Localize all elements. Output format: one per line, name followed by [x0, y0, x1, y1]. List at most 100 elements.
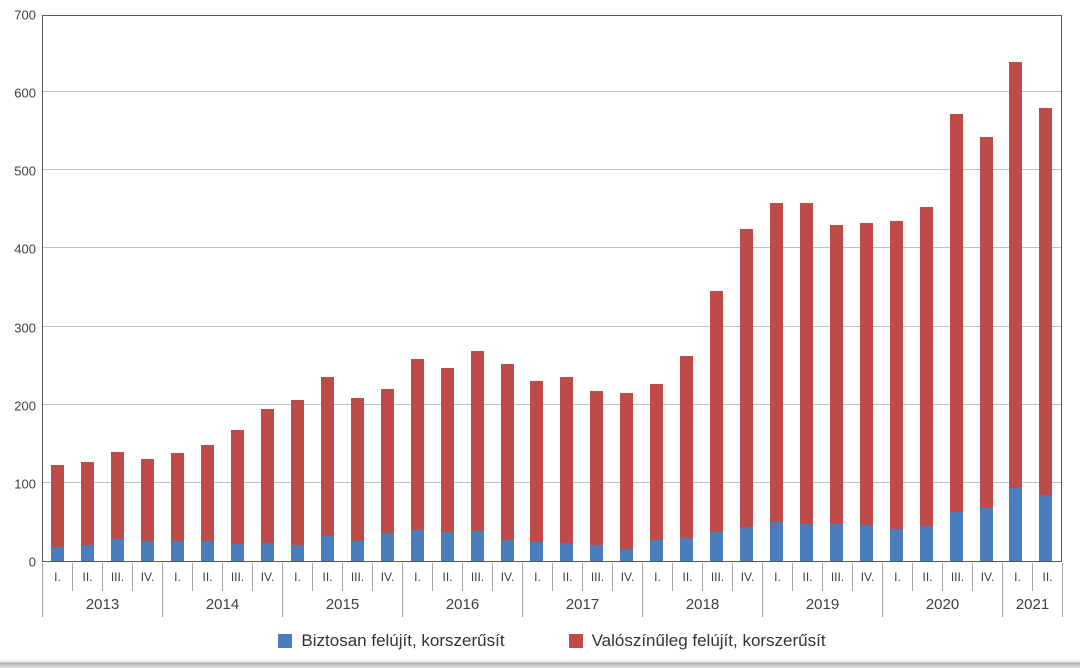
bar-segment-certain [799, 524, 813, 561]
x-quarter-label: III. [583, 563, 613, 591]
x-quarter-label: II. [793, 563, 823, 591]
bar-2015 II. [312, 16, 342, 561]
bar-segment-probable [81, 461, 95, 545]
x-quarter-label: IV. [133, 563, 163, 591]
bar-segment-probable [290, 400, 304, 545]
bar-segment-probable [231, 429, 245, 544]
x-axis-year-row: 2013 2014 2015 2016 2017 2018 2019 2020 2021 [42, 591, 1063, 617]
x-year-label: 2017 [523, 591, 643, 617]
bar-stack [470, 350, 484, 561]
bar-segment-probable [171, 453, 185, 541]
bar-stack [500, 364, 514, 561]
bar-segment-certain [500, 539, 514, 561]
bar-2014 I. [163, 16, 193, 561]
bar-segment-certain [141, 541, 155, 561]
bar-2017 IV. [612, 16, 642, 561]
bar-stack [889, 221, 903, 561]
x-quarter-label: IV. [733, 563, 763, 591]
x-year-label: 2016 [403, 591, 523, 617]
bar-stack [290, 400, 304, 561]
bar-segment-certain [81, 544, 95, 561]
bar-segment-probable [470, 350, 484, 532]
bar-stack [590, 390, 604, 561]
bar-stack [859, 222, 873, 561]
bar-segment-probable [949, 114, 963, 512]
bar-segment-certain [680, 537, 694, 561]
bar-stack [350, 397, 364, 561]
bar-segment-certain [889, 528, 903, 561]
bar-segment-certain [530, 542, 544, 561]
y-tick-label: 0 [28, 554, 36, 570]
x-quarter-label: I. [43, 563, 73, 591]
x-quarter-label: IV. [853, 563, 883, 591]
x-quarter-label: I. [643, 563, 673, 591]
bar-stack [769, 203, 783, 561]
x-year-label: 2021 [1003, 591, 1063, 617]
bar-stack [231, 429, 245, 561]
bar-2019 IV. [851, 16, 881, 561]
x-quarter-label: II. [193, 563, 223, 591]
x-quarter-label: III. [223, 563, 253, 591]
bar-segment-certain [350, 540, 364, 561]
bar-2020 III. [941, 16, 971, 561]
bar-2016 III. [462, 16, 492, 561]
y-tick-label: 600 [14, 85, 36, 101]
x-year-label: 2015 [283, 591, 403, 617]
bar-2020 IV. [971, 16, 1001, 561]
bar-segment-certain [470, 531, 484, 561]
bar-stack [171, 453, 185, 561]
bar-segment-certain [590, 545, 604, 561]
bar-segment-certain [111, 539, 125, 561]
x-quarter-label: III. [463, 563, 493, 591]
bar-segment-certain [829, 523, 843, 561]
bar-segment-probable [799, 203, 813, 525]
bar-2015 IV. [372, 16, 402, 561]
bar-2014 III. [223, 16, 253, 561]
bar-2020 I. [881, 16, 911, 561]
y-tick-label: 200 [14, 398, 36, 414]
bar-2021 II. [1031, 16, 1061, 561]
bar-segment-certain [979, 507, 993, 561]
bar-stack [261, 409, 275, 561]
bar-segment-probable [350, 397, 364, 541]
x-quarter-label: III. [343, 563, 373, 591]
bar-segment-probable [590, 390, 604, 546]
bar-segment-probable [919, 207, 933, 526]
bar-2013 III. [103, 16, 133, 561]
bar-segment-certain [650, 539, 664, 561]
bar-2016 I. [402, 16, 432, 561]
bar-segment-certain [171, 540, 185, 561]
x-quarter-label: II. [673, 563, 703, 591]
bar-segment-certain [560, 543, 574, 561]
legend-swatch-blue-icon [278, 634, 293, 648]
bar-2017 II. [552, 16, 582, 561]
bar-segment-certain [620, 548, 634, 561]
bar-segment-certain [290, 544, 304, 561]
bar-segment-probable [141, 459, 155, 542]
bar-stack [740, 228, 754, 561]
gridline [43, 247, 1061, 249]
x-year-label: 2020 [883, 591, 1003, 617]
bar-segment-certain [261, 543, 275, 561]
x-quarter-label: IV. [373, 563, 403, 591]
bar-2016 IV. [492, 16, 522, 561]
bar-stack [141, 459, 155, 561]
bar-segment-probable [530, 381, 544, 543]
y-tick-label: 300 [14, 320, 36, 336]
bar-segment-certain [320, 536, 334, 561]
y-axis-labels: 0 100 200 300 400 500 600 700 [0, 8, 36, 570]
x-quarter-label: I. [283, 563, 313, 591]
gridline [43, 481, 1061, 483]
bar-stack [680, 356, 694, 561]
bar-segment-probable [979, 136, 993, 508]
bar-segment-probable [1009, 62, 1023, 489]
bar-segment-certain [410, 529, 424, 561]
bar-stack [440, 368, 454, 561]
bar-stack [799, 203, 813, 561]
window-bottom-edge [0, 659, 1080, 668]
x-quarter-label: II. [913, 563, 943, 591]
bar-segment-probable [440, 368, 454, 533]
bar-stack [979, 136, 993, 561]
bar-2015 I. [283, 16, 313, 561]
